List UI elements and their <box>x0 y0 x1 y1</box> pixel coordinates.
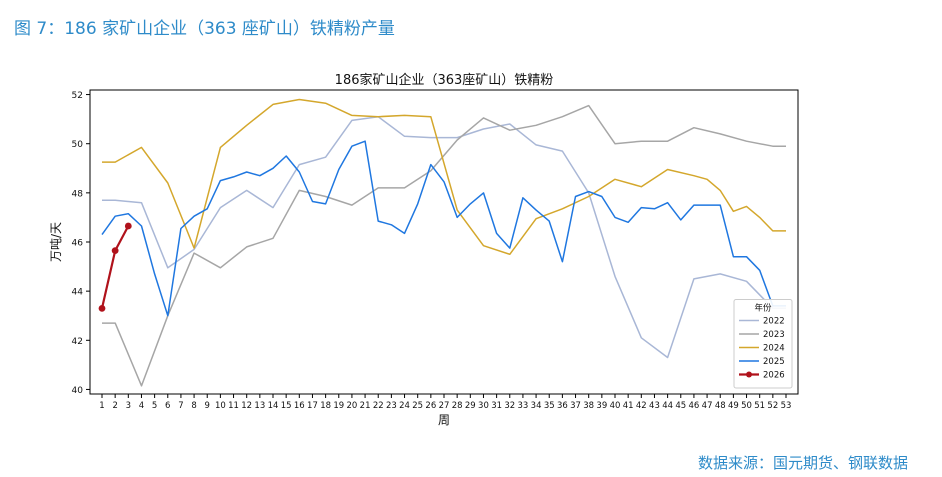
x-tick-label: 52 <box>767 401 778 411</box>
legend-label-2025: 2025 <box>763 357 785 367</box>
legend-marker-2026 <box>746 371 752 378</box>
series-2023 <box>102 104 786 387</box>
y-tick-label: 42 <box>72 337 83 347</box>
series-line-2026 <box>100 225 130 309</box>
legend-label-2024: 2024 <box>763 344 785 354</box>
figure-title: 图 7：186 家矿山企业（363 座矿山）铁精粉产量 <box>14 19 395 39</box>
legend-label-2026: 2026 <box>763 371 785 381</box>
x-tick-label: 17 <box>307 401 318 411</box>
x-tick-label: 10 <box>215 401 226 411</box>
x-tick-label: 1 <box>99 401 104 411</box>
x-tick-label: 34 <box>531 401 542 411</box>
x-tick-label: 36 <box>557 401 568 411</box>
x-tick-label: 37 <box>570 401 581 411</box>
series-line-2024 <box>102 98 786 256</box>
series-2025 <box>101 140 786 317</box>
x-tick-label: 32 <box>504 401 515 411</box>
legend-label-2023: 2023 <box>763 330 785 340</box>
x-tick-label: 49 <box>728 401 739 411</box>
x-tick-label: 18 <box>320 401 331 411</box>
x-tick-label: 8 <box>191 401 196 411</box>
x-tick-label: 23 <box>386 401 397 411</box>
y-tick-label: 44 <box>72 288 84 298</box>
x-tick-label: 6 <box>165 401 170 411</box>
x-tick-label: 42 <box>636 401 647 411</box>
x-tick-label: 20 <box>347 401 358 411</box>
x-tick-label: 3 <box>126 401 131 411</box>
y-tick-label: 52 <box>72 91 83 101</box>
x-tick-label: 15 <box>281 401 292 411</box>
legend-title: 年份 <box>754 303 772 314</box>
x-tick-label: 12 <box>241 401 252 411</box>
x-tick-label: 47 <box>702 401 713 411</box>
legend: 年份 2022 2023 2024 2025 2026 <box>733 299 793 389</box>
x-tick-label: 5 <box>152 401 157 411</box>
data-point-2026 <box>98 304 106 312</box>
x-tick-label: 50 <box>741 401 752 411</box>
x-tick-label: 40 <box>610 401 621 411</box>
y-tick-label: 46 <box>72 239 84 249</box>
x-tick-label: 35 <box>544 401 555 411</box>
x-tick-label: 48 <box>715 401 726 411</box>
data-point-2026 <box>124 222 132 230</box>
x-tick-label: 11 <box>228 401 239 411</box>
series-layer <box>98 98 786 387</box>
x-tick-label: 33 <box>518 401 529 411</box>
y-tick-label: 48 <box>72 189 84 199</box>
series-line-2023 <box>102 104 786 387</box>
x-axis: 1 2 3 4 5 6 7 8 9 10 11 12 13 14 15 16 17 18 19 20 21 22 23 24 2… <box>99 394 791 411</box>
x-tick-label: 41 <box>623 401 634 411</box>
x-tick-label: 39 <box>596 401 607 411</box>
x-tick-label: 16 <box>294 401 305 411</box>
x-tick-label: 38 <box>583 401 594 411</box>
x-tick-label: 53 <box>781 401 792 411</box>
x-tick-label: 27 <box>439 401 450 411</box>
x-tick-label: 45 <box>675 401 686 411</box>
series-2026 <box>98 222 132 312</box>
legend-label-2022: 2022 <box>763 317 785 327</box>
x-tick-label: 44 <box>662 401 673 411</box>
x-tick-label: 13 <box>254 401 265 411</box>
x-tick-label: 7 <box>178 401 183 411</box>
series-2024 <box>102 98 786 256</box>
x-tick-label: 9 <box>205 401 210 411</box>
y-axis: 40 42 44 46 48 50 52 <box>72 91 90 396</box>
data-point-2026 <box>111 247 119 255</box>
source-note: 数据来源：国元期货、钢联数据 <box>697 454 908 472</box>
x-tick-label: 28 <box>452 401 463 411</box>
chart-title: 186家矿山企业（363座矿山）铁精粉 <box>335 72 554 88</box>
series-2022 <box>102 115 786 359</box>
x-tick-label: 24 <box>399 401 410 411</box>
y-tick-label: 40 <box>72 386 84 396</box>
x-tick-label: 25 <box>412 401 423 411</box>
x-tick-label: 4 <box>139 401 144 411</box>
x-tick-label: 46 <box>689 401 700 411</box>
series-line-2022 <box>102 115 786 359</box>
x-tick-label: 29 <box>465 401 476 411</box>
y-tick-label: 50 <box>72 140 84 150</box>
x-tick-label: 19 <box>333 401 344 411</box>
x-tick-label: 43 <box>649 401 660 411</box>
x-tick-label: 26 <box>425 401 436 411</box>
x-tick-label: 22 <box>373 401 384 411</box>
legend-box <box>733 299 793 389</box>
x-tick-label: 2 <box>112 401 117 411</box>
x-tick-label: 21 <box>360 401 371 411</box>
x-tick-label: 30 <box>478 401 489 411</box>
x-axis-label: 周 <box>438 413 450 427</box>
x-tick-label: 14 <box>268 401 279 411</box>
x-tick-label: 31 <box>491 401 502 411</box>
series-line-2025 <box>101 140 786 317</box>
y-axis-label: 万吨/天 <box>49 222 63 262</box>
x-tick-label: 51 <box>754 401 765 411</box>
